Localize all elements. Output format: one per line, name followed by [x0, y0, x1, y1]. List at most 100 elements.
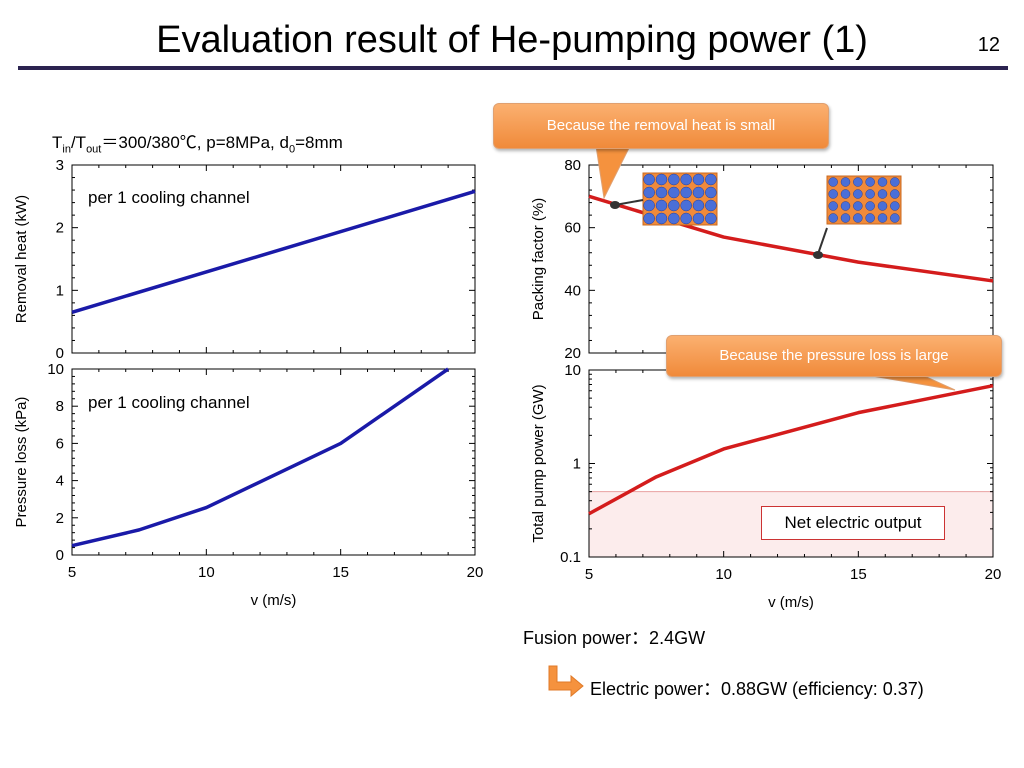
y-tick-label: 40: [564, 282, 581, 299]
y-tick-label: 4: [56, 473, 64, 490]
plot-frame: [71, 164, 476, 354]
t-out-subscript: out: [86, 143, 102, 156]
pebble: [840, 189, 851, 199]
pebble: [692, 186, 705, 199]
y-tick-label: 0: [56, 345, 64, 362]
t-in-subscript: in: [62, 143, 71, 156]
chart-2: 0 2 4 6 8 10 5 10 15 20 v (m/s) Pressure loss (kPa)…: [13, 361, 483, 609]
pebble: [840, 213, 851, 223]
dense-icon-pointer-dot: [610, 201, 620, 209]
electric-power-note: Electric power：0.88GW (efficiency: 0.37): [590, 679, 924, 699]
pebble: [692, 173, 705, 186]
pebble: [877, 189, 888, 199]
y-tick-label: 60: [564, 220, 581, 237]
pebble: [877, 213, 888, 223]
y-tick-label: 0.1: [560, 549, 581, 566]
pebble: [865, 189, 875, 199]
pebble: [853, 189, 863, 199]
y-axis-label: Removal heat (kW): [13, 195, 30, 323]
slide-title: Evaluation result of He-pumping power (1…: [156, 19, 868, 61]
pebble: [828, 213, 838, 223]
pebble: [705, 199, 717, 212]
pebble: [705, 186, 717, 199]
pebble: [853, 213, 863, 223]
d-subscript: 0: [288, 143, 296, 156]
pebble: [853, 177, 863, 187]
pebble: [890, 213, 900, 223]
x-tick-label: 10: [198, 564, 215, 581]
pebble: [865, 177, 875, 187]
y-axis-label: Total pump power (GW): [530, 384, 547, 542]
pebble: [692, 199, 705, 212]
title-divider: [18, 66, 1008, 70]
pebble: [655, 212, 668, 225]
pebble: [680, 186, 692, 199]
y-tick-label: 2: [56, 510, 64, 527]
pebble: [655, 186, 668, 199]
pebble: [840, 177, 851, 187]
dense-pebble-grid-icon: [642, 172, 718, 226]
chart-3: 20 40 60 80 Packing factor (%): [530, 157, 994, 362]
per-channel-annotation: per 1 cooling channel: [88, 393, 250, 412]
pebble: [680, 173, 692, 186]
removal-callout-tail: [595, 145, 631, 200]
orange-elbow-arrow-icon: [548, 665, 584, 698]
y-tick-label: 20: [564, 345, 581, 362]
y-tick-label: 80: [564, 157, 581, 174]
pebble: [680, 199, 692, 212]
sparse-icon-pointer: [817, 227, 828, 255]
y-tick-label: 10: [47, 361, 64, 378]
pebble: [890, 177, 900, 187]
sparse-pebble-grid-icon: [826, 175, 902, 225]
y-tick-label: 1: [573, 456, 581, 473]
pebble: [865, 213, 875, 223]
pressure-loss-callout: Because the pressure loss is large: [666, 335, 1002, 377]
x-tick-label: 5: [585, 566, 593, 583]
series-line: [588, 383, 994, 516]
pebble: [865, 201, 875, 211]
fusion-power-note: Fusion power：2.4GW: [523, 628, 706, 648]
x-tick-label: 10: [715, 566, 732, 583]
pebble: [668, 199, 680, 212]
series-line: [71, 367, 450, 548]
d-value: =8mm: [295, 133, 343, 152]
x-tick-label: 5: [68, 564, 76, 581]
pebble: [643, 173, 655, 186]
pebble: [643, 199, 655, 212]
pebble: [680, 212, 692, 225]
x-tick-label: 20: [985, 566, 1002, 583]
chart-4: 0.1 1 10 5 10 15 20 v (m/s) Total pump power (GW…: [530, 362, 1001, 611]
x-tick-label: 15: [850, 566, 867, 583]
pebble: [853, 201, 863, 211]
pebble: [668, 173, 680, 186]
y-axis-label: Pressure loss (kPa): [13, 397, 30, 528]
per-channel-annotation: per 1 cooling channel: [88, 188, 250, 207]
y-tick-label: 1: [56, 282, 64, 299]
x-tick-label: 15: [332, 564, 349, 581]
pebble: [668, 212, 680, 225]
y-tick-label: 0: [56, 547, 64, 564]
pebble: [828, 201, 838, 211]
x-tick-label: 20: [467, 564, 484, 581]
plot-frame: [71, 368, 476, 556]
pebble: [705, 173, 717, 186]
series-line: [71, 189, 476, 314]
pebble: [828, 177, 838, 187]
chart-1: 0 1 2 3 Removal heat (kW) per 1 cooling chann…: [13, 157, 476, 362]
pebble: [643, 212, 655, 225]
removal-heat-callout: Because the removal heat is small: [493, 103, 829, 149]
pebble-bed-background: [826, 175, 902, 225]
pebble: [890, 189, 900, 199]
page-number: 12: [977, 34, 1000, 56]
pebble: [643, 186, 655, 199]
conditions-values: ＝300/380℃, p=8MPa, d: [101, 133, 289, 152]
y-tick-label: 8: [56, 398, 64, 415]
y-tick-label: 3: [56, 157, 64, 174]
x-axis-label: v (m/s): [768, 594, 814, 611]
pebble: [890, 201, 900, 211]
pebble: [692, 212, 705, 225]
pebble: [705, 212, 717, 225]
pebble: [828, 189, 838, 199]
sparse-icon-pointer-dot: [813, 251, 823, 259]
pebble: [840, 201, 851, 211]
